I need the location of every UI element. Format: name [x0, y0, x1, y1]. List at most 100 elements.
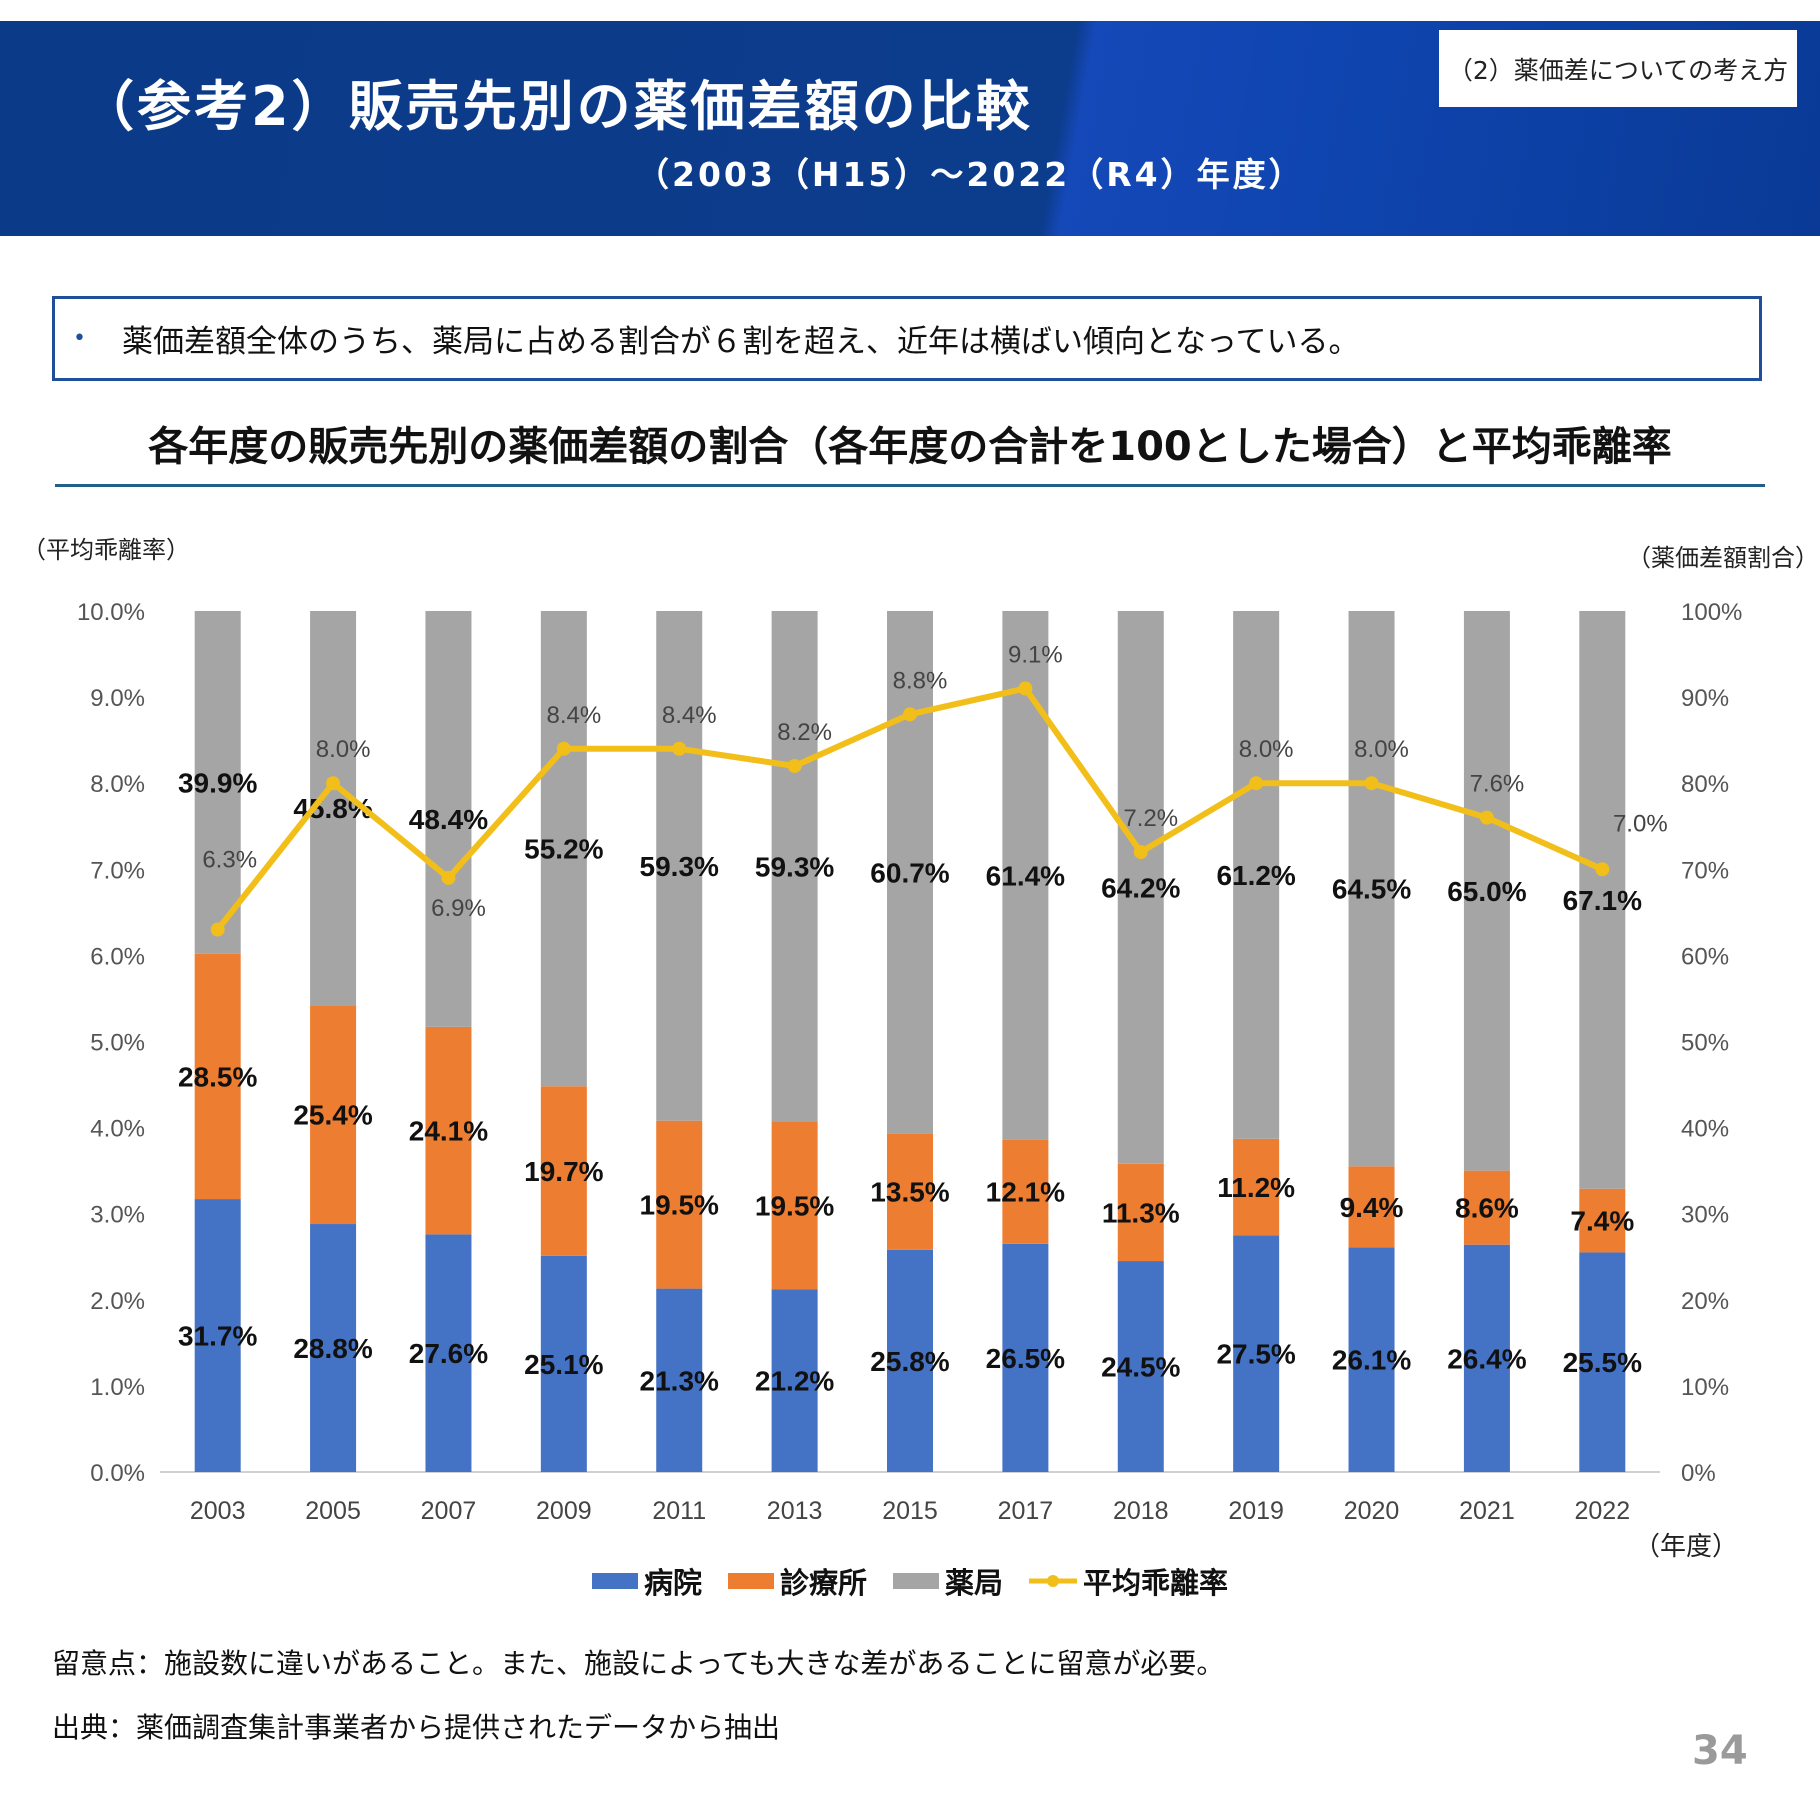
x-tick-label: 2021 [1459, 1497, 1515, 1525]
x-tick-label: 2018 [1113, 1497, 1169, 1525]
right-tick-label: 10% [1681, 1374, 1729, 1401]
right-tick-label: 50% [1681, 1030, 1729, 1057]
left-tick-label: 1.0% [90, 1374, 145, 1401]
left-tick-label: 8.0% [90, 771, 145, 798]
x-tick-label: 2005 [305, 1497, 361, 1525]
x-tick-label: 2022 [1574, 1497, 1630, 1525]
bar-label-pharmacy: 64.5% [1332, 874, 1411, 905]
bar-pharmacy [887, 611, 933, 1134]
bar-clinic [1117, 1163, 1164, 1262]
bar-hospital [656, 1288, 703, 1472]
legend-swatch-hospital [591, 1573, 638, 1589]
bar-label-hospital: 26.4% [1447, 1343, 1526, 1374]
average-label: 6.9% [431, 895, 486, 922]
bar-pharmacy [1233, 611, 1280, 1139]
bar-hospital [887, 1249, 933, 1472]
average-label: 7.2% [1123, 805, 1178, 832]
x-tick-label: 2019 [1228, 1497, 1284, 1525]
chart-legend: 病院 診療所 薬局 平均乖離率 [0, 1560, 1820, 1602]
summary-callout: • 薬価差額全体のうち、薬局に占める割合が６割を超え、近年は横ばい傾向となってい… [52, 296, 1762, 381]
average-point [556, 741, 571, 756]
page-number: 34 [1692, 1728, 1748, 1774]
legend-label: 平均乖離率 [1083, 1566, 1229, 1600]
bar-label-clinic: 19.5% [640, 1190, 719, 1221]
x-tick-label: 2009 [536, 1497, 592, 1525]
right-tick-label: 90% [1681, 685, 1729, 712]
average-point [326, 776, 341, 791]
average-label: 8.4% [662, 702, 717, 729]
bar-label-hospital: 26.5% [986, 1343, 1065, 1374]
title-divider [55, 484, 1765, 487]
bar-clinic [310, 1005, 357, 1225]
average-point [210, 922, 225, 937]
bar-label-hospital: 27.5% [1216, 1339, 1295, 1370]
legend-label: 薬局 [945, 1566, 1004, 1600]
left-tick-label: 3.0% [90, 1202, 145, 1229]
right-axis-title: （薬価差額割合） [1627, 544, 1819, 572]
average-label: 8.2% [777, 719, 832, 746]
bar-clinic [540, 1086, 587, 1256]
bar-label-hospital: 25.8% [870, 1346, 949, 1377]
bar-pharmacy [310, 611, 357, 1006]
average-point [1479, 810, 1494, 825]
bar-label-hospital: 24.5% [1101, 1352, 1180, 1383]
left-tick-label: 4.0% [90, 1116, 145, 1143]
x-tick-label: 2003 [190, 1497, 246, 1525]
bar-hospital [1117, 1261, 1164, 1472]
bar-label-pharmacy: 60.7% [870, 857, 949, 888]
average-label: 8.0% [1239, 736, 1294, 763]
bar-hospital [540, 1255, 587, 1472]
bar-clinic [1348, 1166, 1395, 1248]
bar-label-pharmacy: 39.9% [178, 767, 257, 798]
average-point [903, 707, 917, 722]
legend-line-marker-icon [1029, 1575, 1078, 1587]
bar-clinic [656, 1120, 703, 1289]
average-point [672, 741, 687, 756]
bar-clinic [1579, 1188, 1626, 1253]
legend-item-hospital: 病院 [591, 1560, 702, 1602]
bar-label-clinic: 11.3% [1102, 1197, 1180, 1228]
left-tick-label: 10.0% [77, 599, 145, 626]
right-tick-label: 80% [1681, 771, 1729, 798]
bar-label-clinic: 24.1% [409, 1116, 488, 1147]
bar-hospital [425, 1234, 472, 1472]
bar-hospital [1348, 1247, 1395, 1472]
bar-hospital [1233, 1235, 1280, 1472]
bar-pharmacy [194, 611, 241, 954]
bar-pharmacy [1579, 611, 1626, 1189]
left-tick-label: 6.0% [90, 943, 145, 970]
average-label: 7.6% [1470, 771, 1525, 798]
bar-hospital [1579, 1252, 1626, 1472]
left-tick-label: 9.0% [90, 685, 145, 712]
bar-label-hospital: 25.1% [524, 1349, 603, 1380]
bar-label-pharmacy: 64.2% [1101, 872, 1180, 903]
average-point [1018, 681, 1033, 696]
bar-hospital [1463, 1244, 1510, 1472]
bar-label-hospital: 28.8% [293, 1333, 372, 1364]
left-tick-label: 0.0% [90, 1460, 145, 1487]
bar-label-pharmacy: 65.0% [1447, 876, 1526, 907]
page-subtitle: （2003（H15）～2022（R4）年度） [636, 155, 1305, 194]
average-label: 8.4% [546, 702, 601, 729]
x-tick-label: 2011 [652, 1497, 706, 1525]
bar-pharmacy [1002, 611, 1049, 1140]
x-tick-label: 2017 [998, 1497, 1054, 1525]
legend-swatch-pharmacy [893, 1573, 939, 1589]
x-axis-title: （年度） [1634, 1532, 1739, 1562]
legend-item-clinic: 診療所 [727, 1560, 867, 1602]
legend-label: 病院 [643, 1566, 702, 1600]
x-tick-label: 2007 [421, 1497, 477, 1525]
bar-label-clinic: 28.5% [178, 1061, 257, 1092]
bar-hospital [771, 1289, 818, 1472]
left-tick-label: 2.0% [90, 1288, 145, 1315]
bar-label-clinic: 19.5% [755, 1191, 834, 1222]
right-tick-label: 30% [1681, 1202, 1729, 1229]
bar-label-hospital: 21.3% [640, 1365, 719, 1396]
bar-label-clinic: 9.4% [1340, 1192, 1404, 1223]
bar-label-clinic: 8.6% [1455, 1193, 1519, 1224]
bar-label-clinic: 12.1% [986, 1177, 1065, 1208]
chart-title: 各年度の販売先別の薬価差額の割合（各年度の合計を100とした場合）と平均乖離率 [148, 424, 1672, 470]
bar-pharmacy [1117, 611, 1164, 1164]
legend-swatch-clinic [727, 1573, 774, 1589]
